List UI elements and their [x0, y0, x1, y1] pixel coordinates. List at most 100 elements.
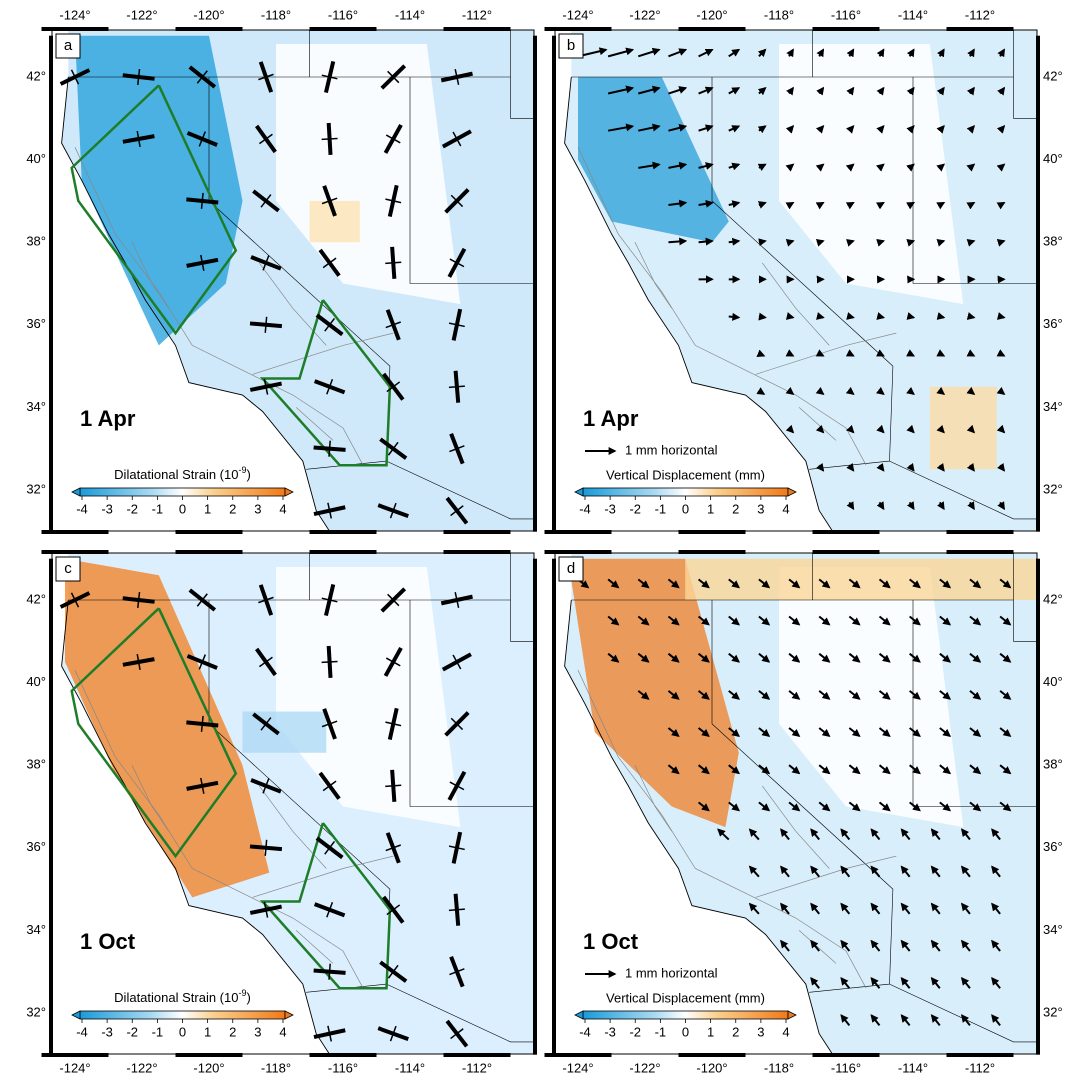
frame-bar: [49, 448, 53, 532]
displacement-arrow: [698, 199, 714, 208]
frame-bar: [1036, 723, 1040, 807]
displacement-arrow: [999, 727, 1012, 738]
strain-axis-minor: [262, 778, 270, 794]
strain-axis-minor: [387, 441, 399, 456]
displacement-arrow: [815, 424, 825, 434]
displacement-arrow: [840, 828, 851, 841]
displacement-arrow: [991, 865, 1001, 878]
field-strong: [75, 35, 243, 346]
lat-tick-label: 34°: [1043, 399, 1063, 414]
date-label: 1 Apr: [583, 406, 639, 431]
displacement-arrow: [728, 764, 740, 775]
displacement-arrow: [848, 690, 861, 700]
colorbar-tick-label: 4: [782, 1024, 789, 1039]
block-outline: [259, 822, 392, 990]
lon-tick-label: -124°: [562, 1060, 593, 1075]
strain-axis-minor: [198, 654, 207, 670]
state-border: [889, 983, 1037, 1043]
displacement-arrow: [785, 239, 795, 247]
displacement-arrow: [960, 828, 971, 841]
displacement-arrow: [758, 764, 771, 775]
displacement-arrow: [786, 48, 794, 58]
strain-axis-minor: [324, 840, 336, 855]
frame-bar: [1036, 35, 1040, 119]
lon-tick-label: -114°: [395, 1060, 425, 1075]
strain-axis-minor: [259, 656, 273, 668]
strain-axis-minor: [385, 261, 402, 265]
displacement-arrow: [758, 727, 771, 738]
strain-axis-minor: [70, 592, 80, 608]
displacement-arrow: [780, 865, 790, 878]
displacement-arrow: [698, 162, 714, 170]
displacement-arrow: [698, 48, 714, 58]
displacement-arrow: [848, 727, 861, 738]
displacement-arrow: [909, 690, 921, 700]
displacement-arrow: [845, 163, 855, 172]
strain-axis-minor: [196, 70, 208, 84]
displacement-arrow: [930, 939, 941, 952]
displacement-arrow: [996, 424, 1006, 434]
displacement-arrow: [966, 125, 976, 134]
colorbar-tick-label: -1: [655, 1024, 667, 1039]
frame-bar: [443, 1053, 511, 1057]
frame-bar: [309, 27, 377, 31]
colorbar-tick-label: 3: [254, 1024, 261, 1039]
frame-bar: [533, 889, 537, 973]
colorbar: [582, 487, 789, 497]
strain-axis-minor: [389, 1025, 397, 1042]
strain-axis-minor: [387, 964, 399, 979]
displacement-arrow: [999, 801, 1012, 812]
displacement-arrow: [939, 727, 952, 738]
displacement-arrow: [780, 939, 790, 952]
strain-axis-minor: [137, 68, 141, 86]
displacement-arrow: [906, 312, 916, 320]
fault-line: [295, 930, 334, 964]
lat-tick-label: 38°: [1043, 757, 1063, 772]
strain-axis-minor: [387, 593, 400, 607]
lat-tick-label: 42°: [1043, 68, 1063, 83]
displacement-arrow: [848, 578, 861, 589]
displacement-arrow: [748, 902, 760, 915]
frame-bar: [1036, 971, 1040, 1055]
strain-axis-minor: [136, 653, 141, 670]
fault-line: [259, 785, 327, 869]
displacement-arrow: [906, 462, 915, 472]
colorbar-tick-label: 4: [782, 501, 789, 516]
frame-bar: [41, 1053, 109, 1057]
displacement-arrow: [786, 86, 794, 96]
frame-bar: [812, 550, 880, 554]
displacement-arrow: [876, 86, 885, 96]
frame-bar: [533, 35, 537, 119]
state-border: [711, 77, 894, 470]
strain-axis-minor: [137, 591, 141, 609]
displacement-arrow: [697, 615, 710, 626]
displacement-arrow: [758, 615, 771, 626]
displacement-arrow: [848, 801, 861, 812]
displacement-arrow: [697, 727, 710, 738]
displacement-arrow: [728, 48, 741, 58]
displacement-arrow: [818, 727, 831, 738]
lat-tick-label: 36°: [26, 316, 46, 331]
lon-tick-label: -114°: [898, 7, 928, 22]
strain-axis-minor: [450, 1028, 464, 1040]
frame-bar: [49, 366, 53, 450]
strain-axis-minor: [387, 70, 400, 84]
displacement-arrow: [728, 125, 741, 133]
displacement-arrow: [845, 386, 855, 395]
displacement-arrow: [930, 1014, 941, 1027]
frame-bar: [533, 118, 537, 202]
lat-tick-label: 32°: [1043, 481, 1063, 496]
colorbar-end: [574, 1010, 584, 1020]
displacement-arrow: [698, 86, 714, 95]
strain-axis-minor: [258, 73, 274, 81]
frame-bar: [1036, 283, 1040, 367]
displacement-arrow: [996, 239, 1006, 247]
displacement-arrow: [846, 424, 855, 434]
displacement-arrow: [906, 239, 916, 247]
displacement-arrow: [756, 387, 766, 395]
displacement-arrow: [758, 238, 767, 247]
displacement-arrow: [878, 652, 891, 663]
displacement-arrow: [788, 652, 801, 663]
strain-axis-minor: [321, 197, 338, 205]
lon-tick-label: -112°: [462, 1060, 492, 1075]
